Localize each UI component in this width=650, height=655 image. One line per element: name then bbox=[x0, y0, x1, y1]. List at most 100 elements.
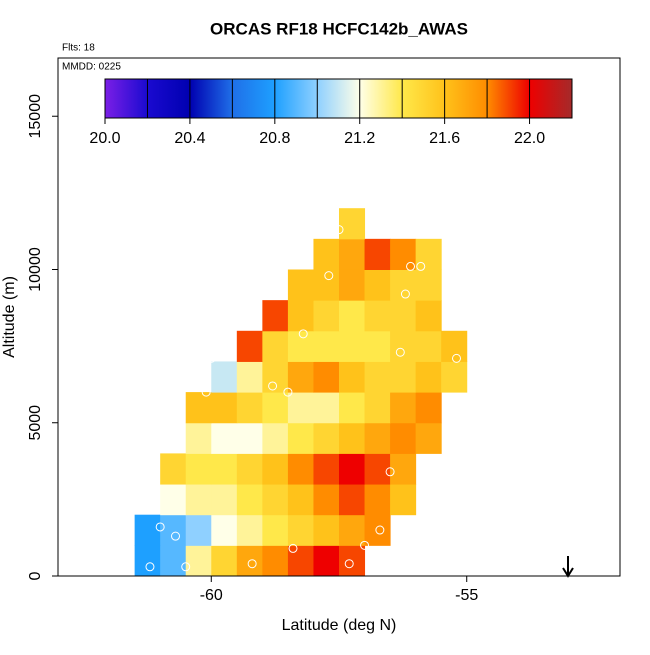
colorbar-tick-label: 21.2 bbox=[344, 130, 375, 147]
heat-cell bbox=[313, 361, 340, 393]
heat-cell bbox=[339, 422, 366, 454]
sample-point bbox=[344, 559, 354, 569]
heat-cell bbox=[313, 392, 340, 424]
heat-cell bbox=[185, 422, 212, 454]
heat-cell bbox=[313, 238, 340, 270]
sample-point bbox=[400, 289, 410, 299]
heat-cell bbox=[390, 422, 417, 454]
heat-cell bbox=[262, 545, 289, 577]
sample-point bbox=[171, 531, 181, 541]
heat-cell bbox=[160, 514, 187, 546]
heat-cell bbox=[313, 422, 340, 454]
sample-point bbox=[201, 387, 211, 397]
heat-cell bbox=[313, 484, 340, 516]
heat-cell bbox=[236, 545, 263, 577]
sample-point bbox=[406, 261, 416, 271]
heat-cell bbox=[415, 422, 442, 454]
heat-cell bbox=[415, 238, 442, 270]
sample-point bbox=[298, 329, 308, 339]
heat-cell bbox=[415, 269, 442, 301]
heat-cell bbox=[134, 545, 161, 577]
heat-cell bbox=[415, 392, 442, 424]
sample-point bbox=[150, 473, 160, 483]
heat-cell bbox=[364, 453, 391, 485]
sample-point bbox=[416, 261, 426, 271]
heat-cell bbox=[236, 330, 263, 362]
heat-cell bbox=[364, 330, 391, 362]
sample-point bbox=[268, 381, 278, 391]
heat-cell bbox=[211, 545, 238, 577]
heat-cell bbox=[236, 484, 263, 516]
chart-title: ORCAS RF18 HCFC142b_AWAS bbox=[210, 19, 468, 38]
heat-cell bbox=[390, 300, 417, 332]
sample-point bbox=[145, 562, 155, 572]
heat-cell bbox=[339, 238, 366, 270]
x-tick-label: -55 bbox=[455, 587, 478, 604]
y-tick-label: 15000 bbox=[27, 94, 44, 139]
heat-cell bbox=[415, 300, 442, 332]
heat-cell bbox=[313, 269, 340, 301]
sample-point bbox=[375, 525, 385, 535]
colorbar bbox=[104, 78, 573, 119]
heat-cell bbox=[313, 453, 340, 485]
sample-point bbox=[227, 335, 237, 345]
heat-cell bbox=[313, 545, 340, 577]
heat-cell bbox=[262, 484, 289, 516]
heat-cell bbox=[390, 484, 417, 516]
heat-cell bbox=[287, 269, 314, 301]
colorbar-tick-label: 20.4 bbox=[174, 130, 205, 147]
heat-cell bbox=[390, 453, 417, 485]
heat-cell bbox=[441, 330, 468, 362]
heat-cell bbox=[390, 269, 417, 301]
heat-cell bbox=[211, 361, 238, 393]
heat-cell bbox=[185, 392, 212, 424]
heat-cell bbox=[390, 361, 417, 393]
heat-cell bbox=[339, 361, 366, 393]
heat-cell bbox=[262, 422, 289, 454]
heat-cell bbox=[364, 269, 391, 301]
heat-cell bbox=[236, 361, 263, 393]
y-tick-label: 5000 bbox=[27, 405, 44, 441]
heat-cell bbox=[262, 514, 289, 546]
x-tick-label: -60 bbox=[200, 587, 223, 604]
heat-cell bbox=[287, 361, 314, 393]
heat-cell bbox=[185, 484, 212, 516]
sample-point bbox=[360, 540, 370, 550]
sample-point bbox=[324, 271, 334, 281]
heat-cell bbox=[262, 330, 289, 362]
heat-cell bbox=[211, 453, 238, 485]
heat-cell bbox=[287, 422, 314, 454]
x-axis-label: Latitude (deg N) bbox=[282, 617, 397, 634]
heat-cell bbox=[236, 514, 263, 546]
heat-cell bbox=[287, 514, 314, 546]
y-axis-label: Altitude (m) bbox=[1, 276, 18, 358]
heat-cell bbox=[185, 545, 212, 577]
heat-cell bbox=[262, 392, 289, 424]
heat-cell bbox=[287, 392, 314, 424]
heat-cell bbox=[339, 453, 366, 485]
heat-cell bbox=[339, 392, 366, 424]
sample-point bbox=[155, 522, 165, 532]
heat-cell bbox=[441, 361, 468, 393]
heat-cell bbox=[339, 208, 366, 240]
colorbar-tick-label: 22.0 bbox=[514, 130, 545, 147]
sample-point bbox=[247, 559, 257, 569]
heat-cell bbox=[313, 300, 340, 332]
heat-cell bbox=[262, 453, 289, 485]
sample-point bbox=[181, 562, 191, 572]
heat-cell bbox=[236, 422, 263, 454]
heat-cell bbox=[185, 514, 212, 546]
heat-cell bbox=[364, 392, 391, 424]
heat-cell bbox=[390, 238, 417, 270]
sample-point bbox=[395, 347, 405, 357]
heat-cell bbox=[313, 514, 340, 546]
plot-frame bbox=[57, 57, 621, 577]
heat-cell bbox=[390, 330, 417, 362]
heat-cell bbox=[287, 545, 314, 577]
y-tick-label: 10000 bbox=[27, 247, 44, 292]
heat-cell bbox=[160, 484, 187, 516]
annotation: MMDD: 0225 bbox=[62, 62, 121, 73]
heat-cell bbox=[185, 453, 212, 485]
sample-point bbox=[385, 467, 395, 477]
